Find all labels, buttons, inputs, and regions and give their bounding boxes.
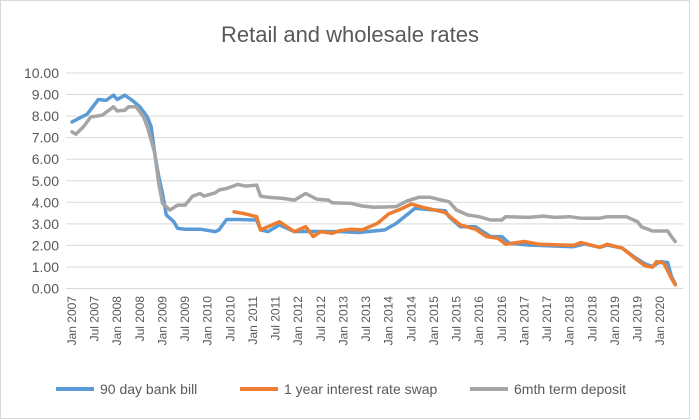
y-tick-label: 9.00 — [32, 87, 59, 103]
x-tick-label: Jul 2013 — [359, 296, 373, 342]
x-tick-label: Jul 2019 — [631, 296, 645, 342]
x-tick-label: Jan 2010 — [201, 296, 215, 346]
x-tick-label: Jul 2008 — [133, 296, 147, 342]
x-tick-label: Jul 2015 — [450, 296, 464, 342]
series-line — [232, 202, 677, 287]
y-tick-label: 2.00 — [32, 237, 59, 253]
x-tick-label: Jul 2010 — [223, 296, 237, 342]
x-tick-label: Jan 2020 — [653, 296, 667, 346]
x-tick-label: Jan 2017 — [517, 296, 531, 346]
x-tick-label: Jan 2011 — [246, 296, 260, 345]
y-tick-label: 0.00 — [32, 281, 59, 297]
plot-area — [70, 93, 677, 287]
x-tick-label: Jul 2009 — [178, 296, 192, 342]
series-6mth-term-deposit — [70, 105, 677, 244]
y-tick-label: 4.00 — [32, 194, 59, 210]
y-tick-label: 5.00 — [32, 173, 59, 189]
gridlines — [66, 72, 684, 289]
y-tick-label: 10.00 — [24, 65, 59, 81]
x-tick-label: Jul 2007 — [88, 296, 102, 342]
y-tick-label: 8.00 — [32, 108, 59, 124]
legend-item: 90 day bank bill — [56, 381, 197, 397]
legend-label: 90 day bank bill — [100, 381, 197, 397]
legend: 90 day bank bill 1 year interest rate swa… — [56, 381, 626, 397]
y-tick-label: 6.00 — [32, 151, 59, 167]
y-axis: 0.00 1.00 2.00 3.00 4.00 5.00 6.00 7.00 8.00 9.00… — [24, 65, 59, 297]
x-tick-label: Jan 2018 — [563, 296, 577, 346]
x-tick-label: Jan 2012 — [291, 296, 305, 346]
y-tick-label: 3.00 — [32, 216, 59, 232]
x-tick-label: Jan 2014 — [382, 296, 396, 346]
legend-item: 6mth term deposit — [470, 381, 626, 397]
x-tick-label: Jan 2009 — [155, 296, 169, 346]
x-tick-label: Jul 2014 — [404, 296, 418, 342]
x-tick-label: Jan 2016 — [472, 296, 486, 346]
chart-title: Retail and wholesale rates — [221, 22, 479, 47]
legend-label: 1 year interest rate swap — [284, 381, 438, 397]
x-tick-label: Jul 2016 — [495, 296, 509, 342]
x-tick-label: Jan 2019 — [608, 296, 622, 346]
y-tick-label: 1.00 — [32, 259, 59, 275]
legend-item: 1 year interest rate swap — [240, 381, 438, 397]
x-tick-label: Jul 2011 — [269, 296, 283, 341]
x-tick-label: Jan 2013 — [336, 296, 350, 346]
x-tick-label: Jul 2018 — [585, 296, 599, 342]
x-tick-label: Jul 2017 — [540, 296, 554, 342]
y-tick-label: 7.00 — [32, 130, 59, 146]
series-1-year-interest-rate-swap — [232, 202, 677, 287]
x-tick-label: Jan 2007 — [65, 296, 79, 346]
x-axis: Jan 2007 Jul 2007 Jan 2008 Jul 2008 Jan 2009… — [65, 296, 667, 346]
x-tick-label: Jan 2015 — [427, 296, 441, 346]
legend-label: 6mth term deposit — [514, 381, 626, 397]
x-tick-label: Jul 2012 — [314, 296, 328, 342]
series-line — [70, 105, 677, 244]
x-tick-label: Jan 2008 — [110, 296, 124, 346]
